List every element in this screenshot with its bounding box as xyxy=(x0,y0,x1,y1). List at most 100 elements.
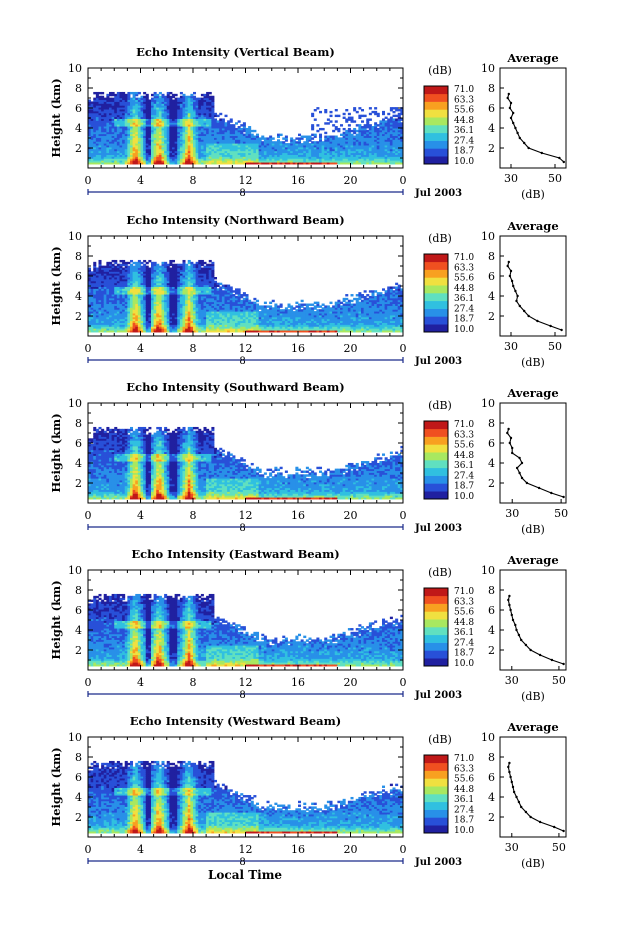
heatmap-cell xyxy=(214,133,218,137)
heatmap-cell xyxy=(174,103,178,106)
heatmap-cell xyxy=(153,324,157,327)
heatmap-cell xyxy=(371,148,375,152)
heatmap-cell xyxy=(224,152,228,155)
heatmap-cell xyxy=(153,143,157,146)
heatmap-cell xyxy=(182,324,186,327)
heatmap-cell xyxy=(172,107,176,110)
heatmap-cell xyxy=(219,126,223,129)
heatmap-cell xyxy=(395,143,399,146)
heatmap-cell xyxy=(143,154,147,157)
heatmap-cell xyxy=(198,118,202,121)
heatmap-cell xyxy=(274,160,278,163)
heatmap-cell xyxy=(208,127,212,131)
heatmap-cell xyxy=(190,143,194,146)
heatmap-cell xyxy=(258,145,262,148)
heatmap-cell xyxy=(122,307,126,310)
heatmap-cell xyxy=(319,137,323,140)
heatmap-cell xyxy=(172,292,176,295)
heatmap-cell xyxy=(206,282,210,286)
heatmap-cell xyxy=(235,150,239,154)
heatmap-cell xyxy=(300,160,304,163)
heatmap-cell xyxy=(135,322,139,325)
heatmap-cell xyxy=(122,118,126,121)
heatmap-cell xyxy=(95,116,99,119)
heatmap-cell xyxy=(187,148,191,152)
heatmap-cell xyxy=(132,290,136,293)
heatmap-cell xyxy=(198,273,202,276)
heatmap-cell xyxy=(169,284,173,287)
heatmap-cell xyxy=(145,135,149,138)
heatmap-cell xyxy=(395,129,399,133)
heatmap-cell xyxy=(258,150,262,154)
heatmap-cell xyxy=(185,265,189,269)
heatmap-cell xyxy=(177,309,181,312)
heatmap-cell xyxy=(172,103,176,106)
heatmap-cell xyxy=(98,127,102,131)
heatmap-cell xyxy=(127,314,131,318)
heatmap-cell xyxy=(166,267,170,270)
heatmap-cell xyxy=(177,301,181,305)
heatmap-cell xyxy=(185,267,189,270)
heatmap-cell xyxy=(371,150,375,154)
heatmap-cell xyxy=(214,160,218,163)
heatmap-cell xyxy=(135,307,139,310)
heatmap-cell xyxy=(137,313,141,316)
heatmap-cell xyxy=(169,114,173,118)
heatmap-cell xyxy=(137,133,141,137)
heatmap-cell xyxy=(263,137,267,140)
heatmap-cell xyxy=(203,139,207,142)
heatmap-cell xyxy=(161,150,165,154)
heatmap-cell xyxy=(166,263,170,267)
heatmap-cell xyxy=(261,141,265,144)
heatmap-cell xyxy=(216,129,220,133)
heatmap-cell xyxy=(266,145,270,148)
heatmap-cell xyxy=(164,294,168,297)
heatmap-cell xyxy=(98,269,102,272)
heatmap-cell xyxy=(200,305,204,308)
heatmap-cell xyxy=(169,314,173,318)
heatmap-cell xyxy=(319,162,323,165)
heatmap-cell xyxy=(135,269,139,272)
heatmap-cell xyxy=(151,145,155,148)
heatmap-cell xyxy=(295,152,299,155)
heatmap-cell xyxy=(116,320,120,323)
colorbar-tick-label: 71.0 xyxy=(454,85,474,95)
heatmap-cell xyxy=(93,160,97,163)
heatmap-cell xyxy=(182,143,186,146)
heatmap-cell xyxy=(164,156,168,159)
heatmap-cell xyxy=(119,269,123,272)
heatmap-cell xyxy=(200,311,204,314)
x-tick-label: 12 xyxy=(239,174,253,187)
heatmap-cell xyxy=(200,124,204,127)
heatmap-cell xyxy=(345,148,349,152)
heatmap-cell xyxy=(395,114,399,118)
heatmap-cell xyxy=(177,126,181,129)
heatmap-cell xyxy=(235,129,239,133)
heatmap-cell xyxy=(103,103,107,106)
heatmap-cell xyxy=(93,114,97,118)
heatmap-cell xyxy=(227,150,231,154)
heatmap-cell xyxy=(219,127,223,131)
heatmap-cell xyxy=(88,277,92,280)
heatmap-cell xyxy=(101,145,105,148)
heatmap-cell xyxy=(179,135,183,138)
heatmap-cell xyxy=(169,311,173,314)
heatmap-cell xyxy=(156,122,160,125)
heatmap-cell xyxy=(145,290,149,293)
heatmap-cell xyxy=(172,259,176,263)
heatmap-cell xyxy=(368,127,372,131)
heatmap-cell xyxy=(156,305,160,308)
heatmap-cell xyxy=(316,154,320,157)
heatmap-cell xyxy=(143,103,147,106)
heatmap-cell xyxy=(250,156,254,159)
heatmap-cell xyxy=(90,318,94,322)
heatmap-cell xyxy=(101,135,105,138)
heatmap-cell xyxy=(106,97,110,101)
heatmap-cell xyxy=(114,267,118,270)
heatmap-cell xyxy=(158,322,162,325)
heatmap-cell xyxy=(203,324,207,327)
heatmap-cell xyxy=(114,97,118,101)
heatmap-cell xyxy=(387,112,391,116)
heatmap-cell xyxy=(187,314,191,318)
heatmap-cell xyxy=(235,139,239,142)
